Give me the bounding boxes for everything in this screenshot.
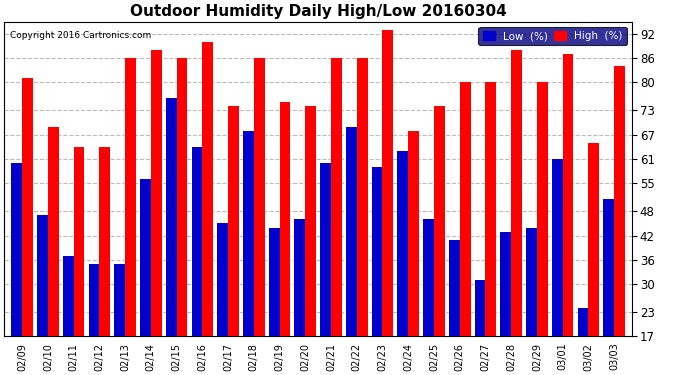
Bar: [48, 127, 59, 336]
Bar: [500, 231, 511, 336]
Bar: [37, 215, 48, 336]
Bar: [243, 130, 254, 336]
Bar: [140, 179, 151, 336]
Bar: [562, 54, 573, 336]
Bar: [589, 143, 599, 336]
Bar: [486, 82, 496, 336]
Bar: [578, 308, 589, 336]
Bar: [279, 102, 290, 336]
Bar: [346, 127, 357, 336]
Bar: [63, 256, 74, 336]
Bar: [166, 98, 177, 336]
Text: Copyright 2016 Cartronics.com: Copyright 2016 Cartronics.com: [10, 31, 152, 40]
Bar: [475, 280, 486, 336]
Bar: [217, 224, 228, 336]
Bar: [305, 106, 316, 336]
Bar: [115, 264, 125, 336]
Bar: [151, 50, 161, 336]
Bar: [11, 163, 22, 336]
Bar: [397, 151, 408, 336]
Bar: [552, 159, 562, 336]
Bar: [537, 82, 548, 336]
Bar: [254, 58, 265, 336]
Title: Outdoor Humidity Daily High/Low 20160304: Outdoor Humidity Daily High/Low 20160304: [130, 4, 506, 19]
Bar: [192, 147, 202, 336]
Bar: [88, 264, 99, 336]
Legend: Low  (%), High  (%): Low (%), High (%): [478, 27, 627, 45]
Bar: [357, 58, 368, 336]
Bar: [22, 78, 33, 336]
Bar: [603, 199, 614, 336]
Bar: [434, 106, 445, 336]
Bar: [526, 228, 537, 336]
Bar: [74, 147, 84, 336]
Bar: [449, 240, 460, 336]
Bar: [99, 147, 110, 336]
Bar: [331, 58, 342, 336]
Bar: [125, 58, 136, 336]
Bar: [295, 219, 305, 336]
Bar: [372, 167, 382, 336]
Bar: [460, 82, 471, 336]
Bar: [268, 228, 279, 336]
Bar: [228, 106, 239, 336]
Bar: [177, 58, 188, 336]
Bar: [614, 66, 625, 336]
Bar: [382, 30, 393, 336]
Bar: [320, 163, 331, 336]
Bar: [423, 219, 434, 336]
Bar: [511, 50, 522, 336]
Bar: [202, 42, 213, 336]
Bar: [408, 130, 419, 336]
